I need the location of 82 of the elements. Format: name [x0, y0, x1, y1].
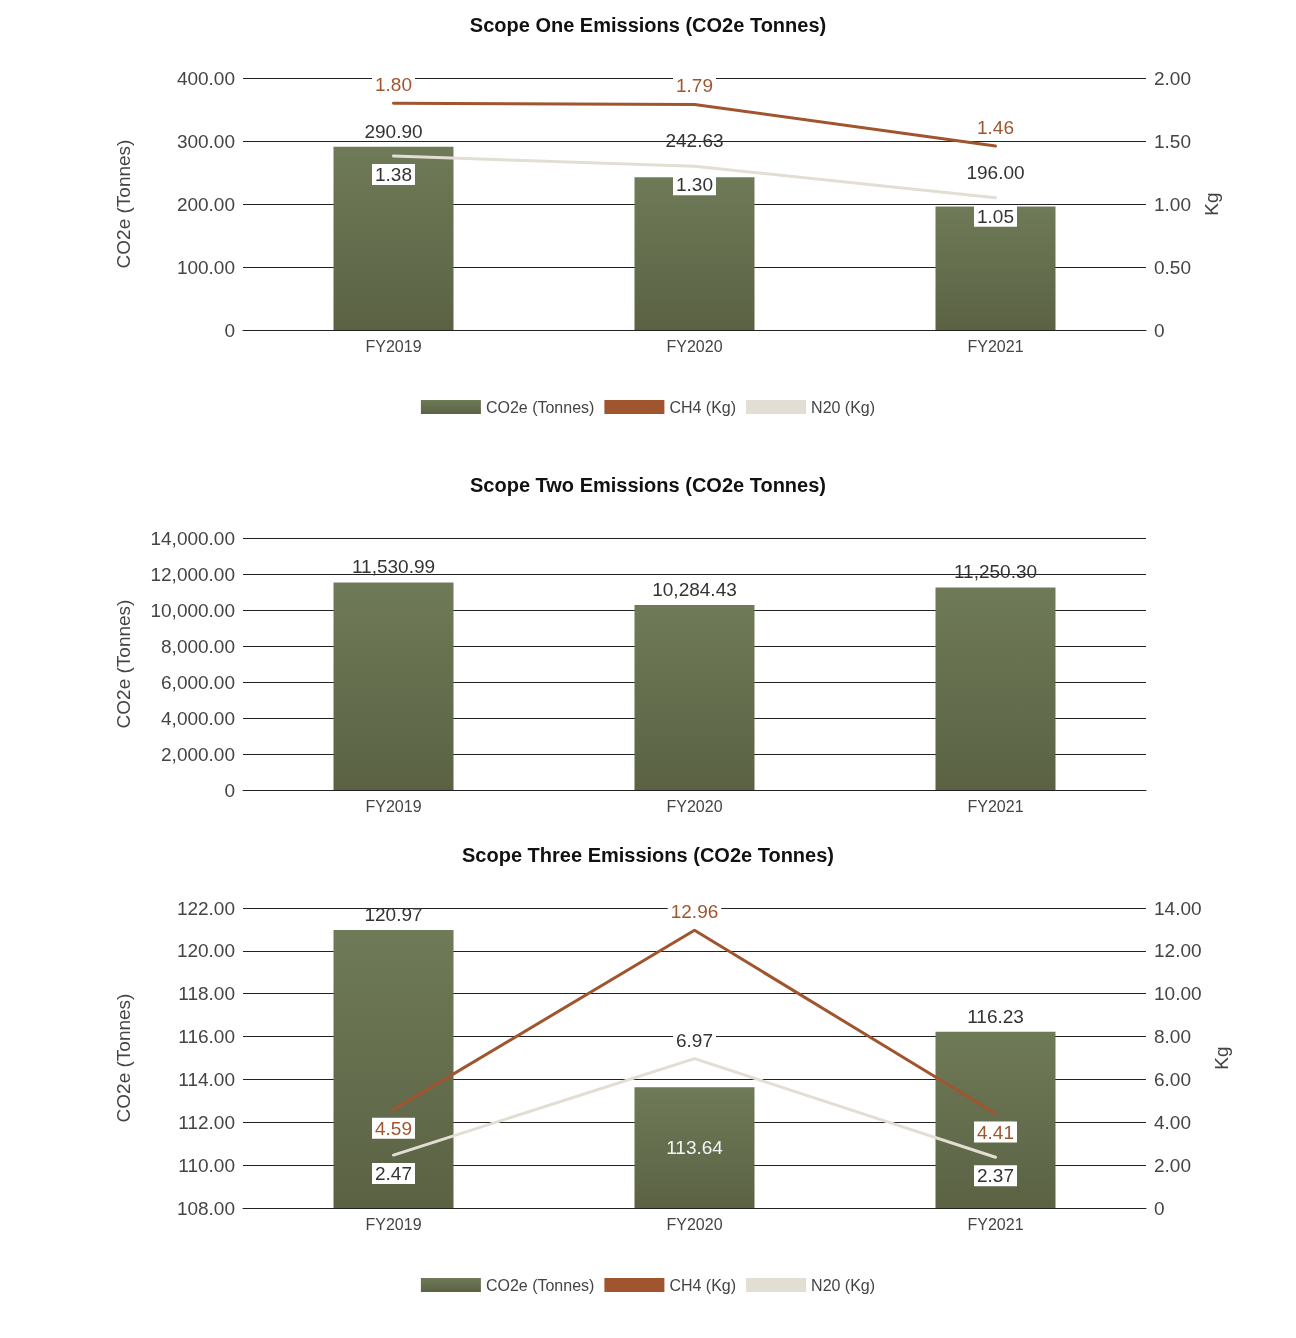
y-tick-label: 10,000.00	[150, 599, 235, 621]
y2-tick-label: 2.00	[1154, 67, 1191, 89]
y-tick-label: 122.00	[176, 897, 235, 919]
x-tick-label: FY2021	[967, 797, 1024, 815]
y-tick-label: 4,000.00	[161, 707, 235, 729]
x-tick-label: FY2019	[365, 797, 422, 815]
y2-tick-label: 2.00	[1154, 1154, 1191, 1176]
data-label: 2.47	[375, 1163, 412, 1185]
y2-tick-label: 4.00	[1154, 1111, 1191, 1133]
data-label: 1.80	[375, 74, 412, 96]
legend-label: CH4 (Kg)	[669, 398, 737, 416]
y2-tick-label: 0	[1154, 1197, 1165, 1219]
y-tick-label: 14,000.00	[150, 527, 235, 549]
y-tick-label: 116.00	[178, 1026, 235, 1048]
bar	[634, 604, 755, 790]
y-tick-label: 2,000.00	[161, 743, 235, 765]
y2-axis-title: Kg	[1211, 1046, 1233, 1070]
y-tick-label: 118.00	[178, 983, 235, 1005]
y-tick-label: 8,000.00	[161, 635, 235, 657]
y-axis-title: CO2e (Tonnes)	[113, 139, 134, 269]
x-tick-label: FY2019	[365, 1215, 422, 1233]
y2-axis-title: Kg	[1200, 192, 1222, 216]
data-label: 1.46	[977, 117, 1014, 139]
y-axis-title: CO2e (Tonnes)	[113, 599, 134, 729]
chart-title: Scope Two Emissions (CO2e Tonnes)	[470, 474, 826, 496]
data-label: 4.59	[375, 1117, 412, 1139]
y-tick-label: 110.00	[178, 1154, 235, 1176]
y-tick-label: 114.00	[178, 1068, 235, 1090]
data-label: 1.79	[676, 75, 713, 97]
x-tick-label: FY2020	[666, 797, 723, 815]
y-axis-title: CO2e (Tonnes)	[113, 993, 134, 1123]
y-tick-label: 6,000.00	[161, 671, 235, 693]
data-label: 1.38	[375, 164, 412, 186]
chart-title: Scope One Emissions (CO2e Tonnes)	[469, 14, 827, 36]
data-label: 11,530.99	[351, 556, 436, 578]
data-label: 290.90	[364, 120, 423, 142]
x-tick-label: FY2021	[967, 1215, 1024, 1233]
legend-label: CH4 (Kg)	[669, 1276, 737, 1294]
y-tick-label: 120.00	[176, 940, 235, 962]
y2-tick-label: 1.00	[1154, 193, 1191, 215]
data-label: 116.23	[967, 1005, 1024, 1027]
data-label: 10,284.43	[652, 578, 737, 600]
data-label: 113.64	[666, 1137, 724, 1159]
bar	[333, 146, 454, 330]
data-label: 196.00	[966, 161, 1025, 183]
bar	[935, 587, 1056, 790]
y-tick-label: 100.00	[176, 256, 235, 278]
chart-title: Scope Three Emissions (CO2e Tonnes)	[462, 844, 834, 866]
y-tick-label: 112.00	[178, 1111, 235, 1133]
y2-tick-label: 8.00	[1154, 1026, 1191, 1048]
y-tick-label: 108.00	[176, 1197, 235, 1219]
x-tick-label: FY2019	[365, 337, 422, 355]
y-tick-label: 12,000.00	[150, 563, 235, 585]
x-tick-label: FY2020	[666, 1215, 723, 1233]
legend-label: CO2e (Tonnes)	[485, 1276, 595, 1294]
y2-tick-label: 0.50	[1154, 256, 1191, 278]
y2-tick-label: 10.00	[1154, 983, 1202, 1005]
legend-label: N20 (Kg)	[811, 398, 876, 416]
data-label: 1.30	[676, 174, 713, 196]
y2-tick-label: 0	[1154, 319, 1165, 341]
bar	[634, 177, 755, 330]
x-tick-label: FY2021	[967, 337, 1024, 355]
legend-label: CO2e (Tonnes)	[485, 398, 595, 416]
data-label: 6.97	[676, 1029, 713, 1051]
y2-tick-label: 6.00	[1154, 1068, 1191, 1090]
data-label: 12.96	[670, 901, 719, 923]
x-tick-label: FY2020	[666, 337, 723, 355]
y-tick-label: 0	[224, 319, 235, 341]
y-tick-label: 200.00	[176, 193, 235, 215]
legend-label: N20 (Kg)	[811, 1276, 876, 1294]
y-tick-label: 300.00	[176, 130, 235, 152]
bar	[935, 206, 1056, 330]
y2-tick-label: 14.00	[1154, 897, 1202, 919]
bar	[333, 582, 454, 790]
y2-tick-label: 12.00	[1154, 940, 1202, 962]
y-tick-label: 0	[224, 779, 235, 801]
data-label: 4.41	[977, 1121, 1014, 1143]
data-label: 120.97	[364, 904, 423, 926]
data-label: 1.05	[977, 205, 1014, 227]
y-tick-label: 400.00	[176, 67, 235, 89]
data-label: 2.37	[977, 1165, 1014, 1187]
y2-tick-label: 1.50	[1154, 130, 1191, 152]
